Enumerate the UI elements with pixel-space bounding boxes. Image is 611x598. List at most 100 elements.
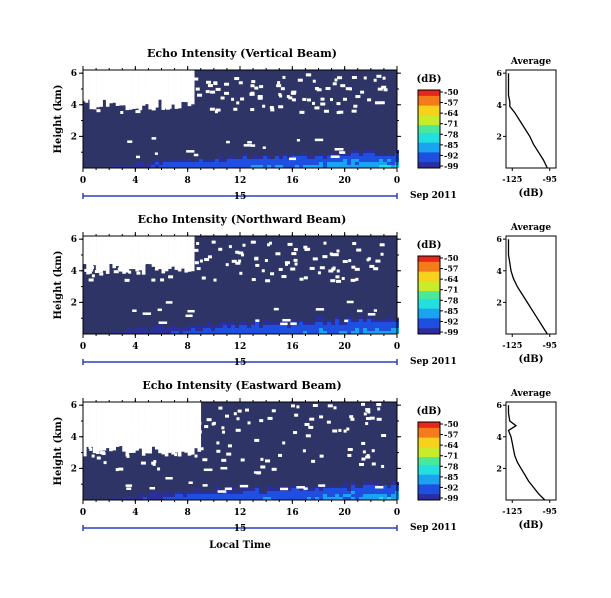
heatmap-cell [311, 491, 315, 494]
heatmap-cell [303, 494, 307, 497]
no-data-cell [278, 105, 284, 109]
heatmap-cell [291, 165, 295, 168]
y-tick-label: 2 [71, 464, 77, 474]
no-data-cell [204, 258, 210, 262]
heatmap-cell [287, 488, 291, 491]
heatmap-cell [191, 494, 195, 497]
average-y-tick-label: 6 [496, 400, 502, 410]
heatmap-cell [243, 322, 247, 325]
heatmap-cell [123, 165, 127, 168]
no-data-cell [93, 404, 97, 408]
heatmap-cell [327, 156, 331, 159]
no-data-cell [119, 259, 124, 263]
heatmap-cell [351, 491, 355, 494]
heatmap-cell [363, 491, 367, 494]
no-data-cell [280, 322, 288, 326]
no-data-cell [346, 300, 354, 304]
heatmap-cell [171, 497, 175, 500]
heatmap-cell [239, 156, 243, 159]
heatmap-cell [319, 153, 323, 156]
heatmap-cell [171, 494, 175, 497]
no-data-cell [330, 279, 336, 283]
heatmap-cell [383, 319, 387, 322]
no-data-cell [166, 449, 172, 453]
heatmap-cell [375, 331, 379, 334]
heatmap-cell [271, 328, 275, 331]
no-data-cell [91, 406, 95, 410]
heatmap-cell [223, 497, 227, 500]
heatmap-cell [315, 488, 319, 491]
average-y-tick-label: 2 [496, 463, 502, 473]
heatmap-cell [367, 162, 371, 165]
y-tick-label: 4 [71, 433, 77, 443]
heatmap-cell [235, 491, 239, 494]
heatmap-cell [191, 497, 195, 500]
heatmap-cell [163, 491, 167, 494]
no-data-cell [122, 402, 126, 452]
heatmap-cell [207, 328, 211, 331]
heatmap-cell [139, 494, 143, 497]
no-data-cell [165, 301, 173, 304]
y-tick-label: 6 [71, 401, 77, 411]
no-data-cell [250, 144, 256, 147]
no-data-cell [281, 275, 287, 279]
no-data-cell [171, 402, 175, 455]
no-data-cell [89, 402, 94, 447]
heatmap-cell [243, 162, 247, 165]
colorbar-tick-label: -57 [444, 98, 458, 108]
heatmap-cell [199, 159, 203, 162]
colorbar-segment [418, 162, 440, 165]
heatmap-cell [171, 331, 175, 334]
heatmap-cell [363, 497, 367, 500]
heatmap-cell [371, 153, 375, 156]
no-data-cell [357, 309, 363, 313]
heatmap-cell [319, 491, 323, 494]
no-data-cell [305, 247, 311, 251]
colorbar-tick-label: -57 [444, 430, 458, 440]
no-data-cell [99, 402, 103, 451]
heatmap-cell [299, 162, 303, 165]
heatmap-cell [183, 165, 187, 168]
no-data-cell [278, 453, 283, 457]
heatmap-cell [331, 159, 335, 162]
no-data-cell [148, 236, 152, 265]
no-data-cell [259, 419, 264, 423]
no-data-cell [245, 408, 250, 412]
heatmap-cell [247, 331, 251, 334]
heatmap-cell [327, 494, 331, 497]
no-data-cell [157, 467, 161, 471]
heatmap-cell [211, 165, 215, 168]
no-data-cell [109, 402, 113, 452]
colorbar-segment [418, 140, 440, 144]
heatmap-cell [387, 316, 391, 319]
no-data-cell [103, 461, 107, 465]
heatmap-cell [359, 319, 363, 322]
heatmap-cell [267, 156, 271, 159]
heatmap-cell [311, 328, 315, 331]
no-data-cell [126, 454, 130, 458]
x-tick-label: 0 [394, 176, 400, 186]
no-data-region [83, 402, 387, 493]
no-data-cell [255, 319, 260, 322]
colorbar-tick-label: -85 [444, 306, 458, 316]
heatmap-cell [379, 488, 383, 491]
no-data-cell [163, 263, 169, 267]
colorbar-unit: (dB) [417, 74, 442, 85]
heatmap-cell [303, 497, 307, 500]
colorbar-segment [418, 148, 440, 151]
no-data-cell [102, 70, 107, 100]
heatmap-cell [167, 494, 171, 497]
heatmap-cell [199, 497, 203, 500]
heatmap-cell [347, 491, 351, 494]
heatmap-cell [387, 494, 391, 497]
heatmap-cell [343, 488, 347, 491]
no-data-cell [363, 76, 367, 80]
heatmap-cell [315, 328, 319, 331]
heatmap-cell [167, 162, 171, 165]
no-data-cell [294, 413, 299, 417]
heatmap-cell [351, 153, 355, 156]
heatmap-cell [363, 156, 367, 159]
heatmap-cell [363, 328, 367, 331]
no-data-cell [204, 425, 209, 429]
heatmap-cell [347, 153, 351, 156]
